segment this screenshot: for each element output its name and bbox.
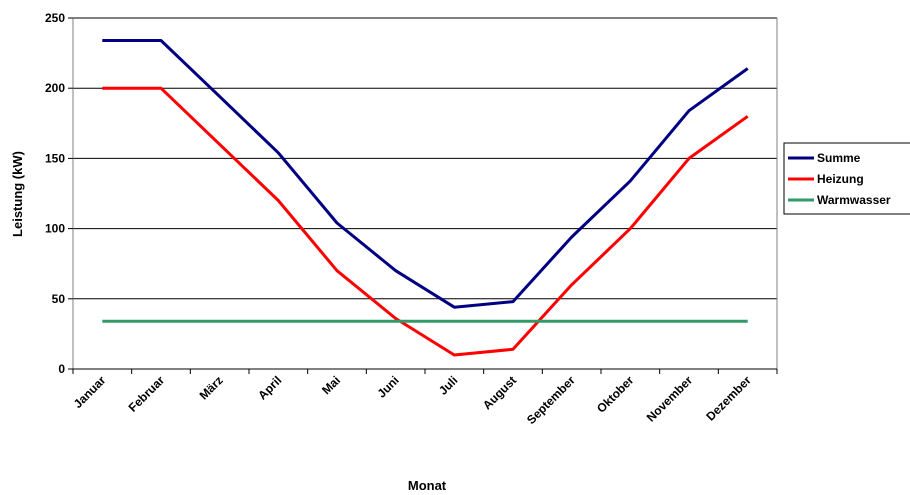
x-tick-label: Juni [374,373,401,400]
plot-area [72,18,778,370]
y-tick-label: 100 [45,222,65,236]
y-axis-title: Leistung (kW) [10,151,25,237]
y-axis: 0 50 100 150 200 250 [45,11,73,376]
y-tick-label: 200 [45,81,65,95]
y-tick-label: 150 [45,151,65,165]
x-tick-label: Juli [436,373,461,398]
legend-label: Summe [817,151,861,165]
legend: Summe Heizung Warmwasser [783,142,910,215]
x-axis: Januar Februar März April Mai Juni Juli August S… [71,369,778,427]
x-axis-title: Monat [408,478,447,493]
x-tick-label: Oktober [594,373,637,416]
x-tick-label: Januar [71,373,109,411]
series-lines [102,39,749,357]
x-tick-label: September [524,373,578,427]
gridlines [73,17,777,300]
y-tick-label: 50 [52,292,66,306]
x-tick-label: Dezember [703,373,754,424]
y-tick-label: 250 [45,11,65,25]
x-tick-label: April [255,373,284,402]
x-tick-label: August [480,373,519,412]
x-tick-label: Mai [319,373,343,397]
y-tick-label: 0 [58,362,65,376]
x-tick-label: November [644,373,696,425]
legend-label: Heizung [817,172,864,186]
legend-label: Warmwasser [817,193,891,207]
series-line-summe [102,39,749,309]
x-tick-label: März [197,373,226,402]
series-line-heizung [102,86,749,357]
x-tick-label: Februar [126,373,168,415]
